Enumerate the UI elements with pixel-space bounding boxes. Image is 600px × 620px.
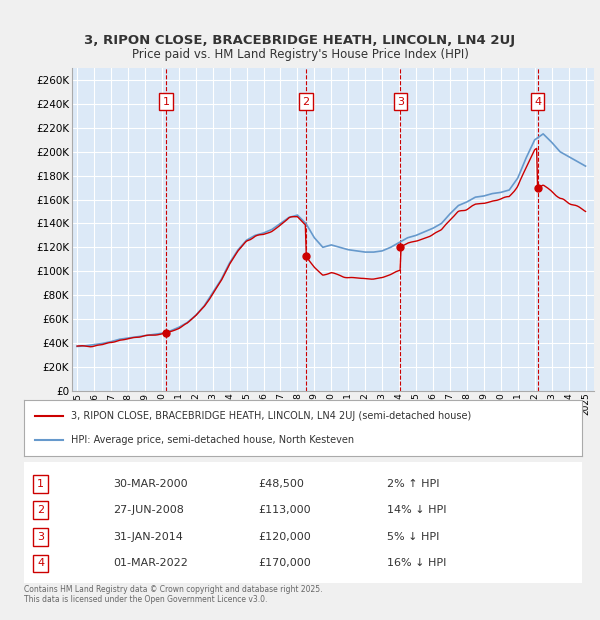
Text: 5% ↓ HPI: 5% ↓ HPI [387,532,439,542]
Text: Contains HM Land Registry data © Crown copyright and database right 2025.
This d: Contains HM Land Registry data © Crown c… [24,585,323,604]
Text: 14% ↓ HPI: 14% ↓ HPI [387,505,446,515]
Text: 2% ↑ HPI: 2% ↑ HPI [387,479,439,489]
Text: 1: 1 [37,479,44,489]
Text: 3, RIPON CLOSE, BRACEBRIDGE HEATH, LINCOLN, LN4 2UJ (semi-detached house): 3, RIPON CLOSE, BRACEBRIDGE HEATH, LINCO… [71,410,472,420]
Text: 2: 2 [37,505,44,515]
Text: 1: 1 [163,97,169,107]
Text: 3, RIPON CLOSE, BRACEBRIDGE HEATH, LINCOLN, LN4 2UJ: 3, RIPON CLOSE, BRACEBRIDGE HEATH, LINCO… [85,34,515,46]
Text: 31-JAN-2014: 31-JAN-2014 [113,532,183,542]
Text: 3: 3 [397,97,404,107]
Text: £48,500: £48,500 [259,479,304,489]
Text: 27-JUN-2008: 27-JUN-2008 [113,505,184,515]
Text: 2: 2 [302,97,309,107]
Text: £120,000: £120,000 [259,532,311,542]
Text: 30-MAR-2000: 30-MAR-2000 [113,479,188,489]
Text: 4: 4 [534,97,541,107]
Text: HPI: Average price, semi-detached house, North Kesteven: HPI: Average price, semi-detached house,… [71,435,355,445]
Text: £113,000: £113,000 [259,505,311,515]
Text: 16% ↓ HPI: 16% ↓ HPI [387,559,446,569]
Text: Price paid vs. HM Land Registry's House Price Index (HPI): Price paid vs. HM Land Registry's House … [131,48,469,61]
Text: £170,000: £170,000 [259,559,311,569]
Text: 01-MAR-2022: 01-MAR-2022 [113,559,188,569]
Text: 4: 4 [37,559,44,569]
Text: 3: 3 [37,532,44,542]
